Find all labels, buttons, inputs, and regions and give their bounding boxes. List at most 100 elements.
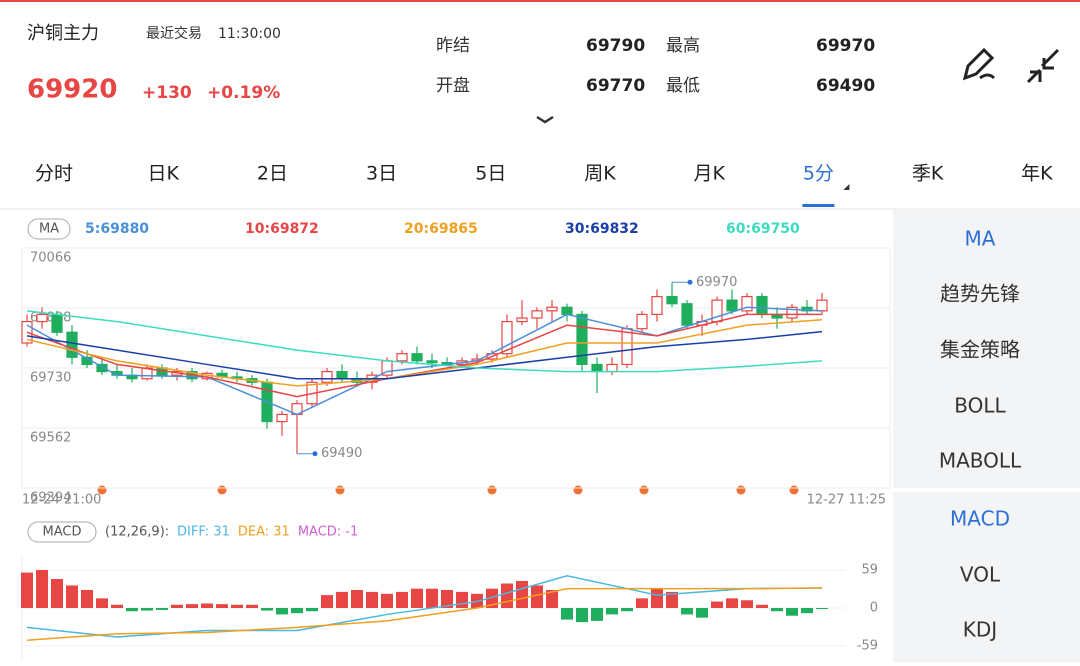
collapse-icon[interactable] xyxy=(1026,48,1060,84)
stat-value: 69490 xyxy=(816,76,875,96)
side-panel xyxy=(893,210,1080,662)
macd-bar xyxy=(711,601,723,608)
stat-value: 69970 xyxy=(816,36,875,56)
macd-legend: DEA: 31 xyxy=(238,525,290,540)
macd-bar xyxy=(636,598,648,608)
trade-label: 最近交易 xyxy=(146,25,202,42)
tab[interactable]: 分时 xyxy=(35,163,73,185)
candle-body xyxy=(396,353,408,362)
side-menu-item[interactable]: MA xyxy=(965,227,996,251)
macd-bar xyxy=(231,604,243,608)
tab[interactable]: 季K xyxy=(912,163,944,185)
macd-bar xyxy=(186,604,198,608)
y-tick-label: 0 xyxy=(870,601,878,616)
ma-legend: 10:69872 xyxy=(245,221,319,237)
candle-body xyxy=(651,295,663,316)
tab[interactable]: 3日 xyxy=(366,163,397,185)
session-dot xyxy=(97,485,107,495)
tab[interactable]: 5分 xyxy=(803,163,834,185)
macd-bar xyxy=(771,608,783,612)
macd-bar xyxy=(486,588,498,608)
side-menu-item[interactable]: BOLL xyxy=(954,394,1006,418)
ma-badge[interactable] xyxy=(27,218,71,240)
candle-body xyxy=(426,360,438,364)
macd-bar xyxy=(741,600,753,608)
side-menu-item[interactable]: 集金策略 xyxy=(940,338,1020,362)
macd-bar xyxy=(246,604,258,608)
y-tick-label: 69730 xyxy=(30,371,71,386)
ma-line xyxy=(26,306,823,416)
session-dot xyxy=(789,485,799,495)
macd-bar xyxy=(726,598,738,608)
candle-body xyxy=(816,299,828,312)
macd-bar xyxy=(666,591,678,608)
x-end-label: 12-27 11:25 xyxy=(807,493,886,508)
candle-body xyxy=(51,313,63,333)
session-dot xyxy=(217,485,227,495)
expand-chevron[interactable] xyxy=(536,115,554,124)
candle-body xyxy=(561,306,573,316)
tab[interactable]: 年K xyxy=(1021,163,1053,185)
candle-body xyxy=(576,313,588,366)
candle-body xyxy=(606,363,618,373)
candle-body xyxy=(726,299,738,312)
macd-bar xyxy=(441,589,453,608)
macd-bar xyxy=(201,603,213,608)
side-menu-item[interactable]: MABOLL xyxy=(939,449,1022,473)
candle-body xyxy=(741,295,753,312)
session-dot xyxy=(736,485,746,495)
macd-badge[interactable] xyxy=(27,521,97,543)
tab[interactable]: 日K xyxy=(147,163,179,185)
macd-bar xyxy=(321,595,333,608)
y-tick-label: 59 xyxy=(861,563,878,578)
candle-body xyxy=(756,295,768,316)
side-menu-item[interactable]: VOL xyxy=(960,563,1001,587)
macd-bar xyxy=(306,608,318,612)
macd-bar xyxy=(276,608,288,615)
macd-bar xyxy=(501,583,513,608)
candle-body xyxy=(336,370,348,380)
tab-arrow xyxy=(843,184,850,190)
macd-bar xyxy=(531,585,543,608)
macd-bar xyxy=(51,579,63,608)
price-change-pct: +0.19% xyxy=(207,83,280,103)
macd-bar xyxy=(396,591,408,608)
tab[interactable]: 周K xyxy=(584,163,616,185)
ma-line xyxy=(26,330,823,380)
trade-time: 11:30:00 xyxy=(218,26,281,42)
macd-bar xyxy=(546,589,558,608)
candle-body xyxy=(321,370,333,383)
candle-body xyxy=(786,306,798,319)
stat-label: 最低 xyxy=(666,76,700,96)
tab[interactable]: 2日 xyxy=(257,163,288,185)
macd-bar xyxy=(516,580,528,608)
candle-body xyxy=(681,303,693,326)
ma-line xyxy=(26,319,823,387)
tab[interactable]: 5日 xyxy=(475,163,506,185)
indicator-name: MA xyxy=(39,222,59,237)
macd-bar xyxy=(96,598,108,608)
candle-body xyxy=(36,313,48,323)
session-dot xyxy=(335,485,345,495)
macd-bar xyxy=(801,608,813,614)
side-gap xyxy=(893,488,1080,492)
macd-legend: MACD: -1 xyxy=(298,525,358,540)
side-menu-item[interactable]: 趋势先锋 xyxy=(940,282,1020,306)
candle-body xyxy=(66,331,78,358)
candle-body xyxy=(546,306,558,312)
side-menu-item[interactable]: KDJ xyxy=(963,618,997,642)
macd-bar xyxy=(216,604,228,608)
macd-bar xyxy=(351,589,363,608)
macd-bar xyxy=(756,604,768,608)
macd-bar xyxy=(456,591,468,608)
macd-bar xyxy=(681,608,693,615)
side-menu-item[interactable]: MACD xyxy=(950,507,1010,531)
stat-label: 开盘 xyxy=(436,76,470,96)
ma-legend: 20:69865 xyxy=(404,221,478,237)
macd-bar xyxy=(621,608,633,612)
y-tick-label: 69898 xyxy=(30,311,71,326)
macd-bar xyxy=(816,608,828,609)
tab[interactable]: 月K xyxy=(693,163,725,185)
draw-icon[interactable] xyxy=(962,47,996,81)
